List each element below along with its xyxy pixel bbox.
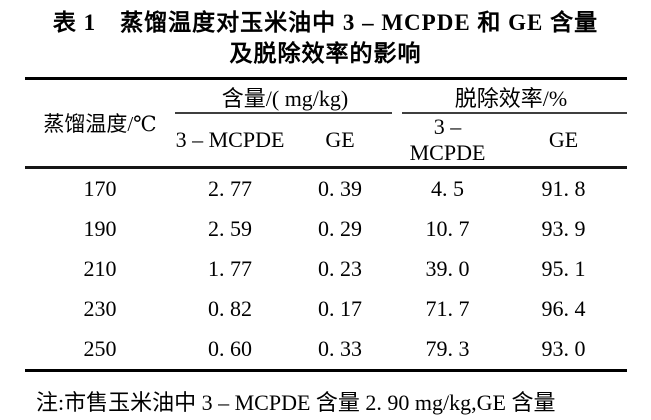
table-cell: 39. 0 <box>425 256 470 281</box>
table-cell: 1. 77 <box>208 256 252 281</box>
table-cell: 79. 3 <box>425 336 470 361</box>
table-cell: 91. 8 <box>541 176 586 201</box>
table-body: 170 2. 77 0. 39 4. 5 91. 8 190 2. 59 0. 29 10. 7… <box>25 168 627 371</box>
table-row: 250 0. 60 0. 33 79. 3 93. 0 <box>25 329 627 371</box>
table-cell: 0. 29 <box>318 216 362 241</box>
table-cell: 0. 82 <box>208 296 252 321</box>
header-distillation-temperature: 蒸馏温度/℃ <box>25 78 175 169</box>
table-cell: 190 <box>83 216 117 241</box>
table-caption-line2: 及脱除效率的影响 <box>229 41 422 66</box>
table-cell: 210 <box>83 256 117 281</box>
table-cell: 250 <box>83 336 117 361</box>
header-group-content: 含量/( mg/kg) <box>175 79 395 115</box>
table-cell: 0. 39 <box>318 176 362 201</box>
data-table: 蒸馏温度/℃ 含量/( mg/kg) 脱除效率/% 3 – MCPDE GE 3… <box>25 77 628 372</box>
header-content-3mcpde: 3 – MCPDE <box>175 114 285 169</box>
table-cell: 71. 7 <box>425 296 470 321</box>
table-cell: 10. 7 <box>425 216 470 241</box>
header-content-ge: GE <box>285 114 395 169</box>
table-cell: 96. 4 <box>541 296 586 321</box>
table-cell: 0. 60 <box>208 336 252 361</box>
table-cell: 170 <box>83 176 117 201</box>
header-removal-3mcpde: 3 – MCPDE <box>395 114 500 169</box>
header-removal-ge: GE <box>500 114 628 169</box>
table-cell: 4. 5 <box>431 176 464 201</box>
table-cell: 93. 0 <box>541 336 586 361</box>
header-group-removal-efficiency: 脱除效率/% <box>395 79 628 115</box>
table-cell: 2. 59 <box>208 216 252 241</box>
table-caption-line1: 表 1 蒸馏温度对玉米油中 3 – MCPDE 和 GE 含量 <box>52 10 599 35</box>
table-cell: 95. 1 <box>541 256 586 281</box>
table-cell: 2. 77 <box>208 176 252 201</box>
table-caption: 表 1 蒸馏温度对玉米油中 3 – MCPDE 和 GE 含量 及脱除效率的影响 <box>0 0 651 69</box>
table-row: 230 0. 82 0. 17 71. 7 96. 4 <box>25 289 627 329</box>
table-header-row-subs: 3 – MCPDE GE 3 – MCPDE GE <box>25 114 628 169</box>
table-row: 210 1. 77 0. 23 39. 0 95. 1 <box>25 249 627 289</box>
table-note-line1: 注:市售玉米油中 3 – MCPDE 含量 2. 90 mg/kg,GE 含量 <box>36 390 556 415</box>
table-cell: 0. 23 <box>318 256 362 281</box>
table-header: 蒸馏温度/℃ 含量/( mg/kg) 脱除效率/% 3 – MCPDE GE 3… <box>25 78 628 169</box>
table-cell: 0. 33 <box>318 336 362 361</box>
table-cell: 230 <box>83 296 117 321</box>
table-cell: 93. 9 <box>541 216 586 241</box>
table-note: 注:市售玉米油中 3 – MCPDE 含量 2. 90 mg/kg,GE 含量 … <box>3 384 648 420</box>
table-row: 190 2. 59 0. 29 10. 7 93. 9 <box>25 209 627 249</box>
table-cell: 0. 17 <box>318 296 362 321</box>
table-header-row-groups: 蒸馏温度/℃ 含量/( mg/kg) 脱除效率/% <box>25 78 628 169</box>
table-row: 170 2. 77 0. 39 4. 5 91. 8 <box>25 168 627 210</box>
